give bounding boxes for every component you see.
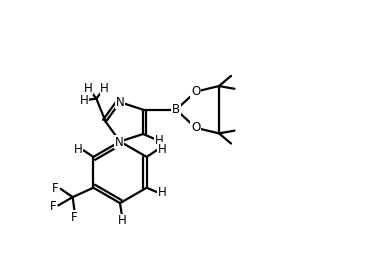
Text: N: N — [116, 96, 124, 109]
Text: O: O — [191, 85, 200, 98]
Text: H: H — [158, 143, 166, 155]
Text: F: F — [52, 182, 59, 194]
Text: H: H — [84, 81, 92, 94]
Text: H: H — [155, 134, 163, 147]
Text: F: F — [71, 211, 78, 224]
Text: H: H — [100, 81, 109, 94]
Text: H: H — [80, 94, 89, 107]
Text: F: F — [50, 200, 56, 213]
Text: B: B — [172, 103, 180, 116]
Text: H: H — [117, 214, 126, 227]
Text: H: H — [74, 143, 82, 155]
Text: N: N — [115, 136, 124, 149]
Text: H: H — [158, 186, 167, 199]
Text: O: O — [191, 121, 200, 134]
